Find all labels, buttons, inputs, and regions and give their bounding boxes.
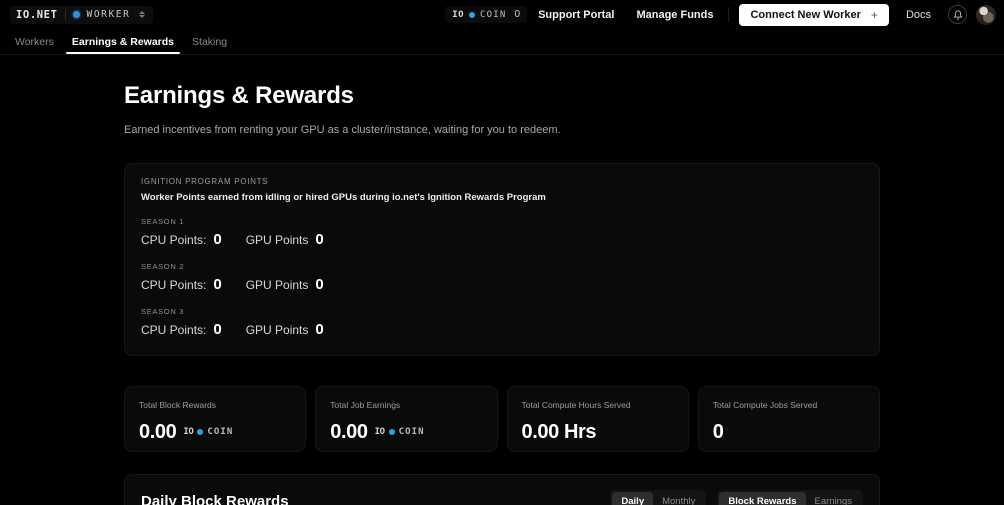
gpu-points-label: GPU Points <box>245 277 309 292</box>
top-bar-right: IO COIN 0 Support Portal Manage Funds Co… <box>445 0 996 29</box>
ignition-program-points-card: IGNITION PROGRAM POINTS Worker Points ea… <box>124 162 880 356</box>
season-block: SEASON 1 CPU Points: 0 GPU Points 0 <box>141 217 863 248</box>
main-tabs: Workers Earnings & Rewards Staking <box>0 29 1004 55</box>
season-label: SEASON 1 <box>141 216 185 226</box>
io-net-logo: IO.NET <box>16 8 58 21</box>
io-coin-balance-chip[interactable]: IO COIN 0 <box>445 6 528 23</box>
tab-workers[interactable]: Workers <box>6 35 63 55</box>
ignition-kicker: IGNITION PROGRAM POINTS <box>141 176 269 186</box>
io-coin-mark-icon: IO COIN <box>375 427 425 437</box>
summary-stats-row: Total Block Rewards 0.00 IO COIN Total J… <box>124 385 880 452</box>
stat-label: Total Compute Jobs Served <box>712 399 818 410</box>
gpu-points-value: 0 <box>315 275 324 293</box>
tab-staking[interactable]: Staking <box>183 35 236 55</box>
product-label: WORKER <box>86 9 131 20</box>
cpu-points-label: CPU Points: <box>141 277 207 292</box>
cpu-points-value: 0 <box>213 320 222 338</box>
tab-workers-label: Workers <box>15 35 54 48</box>
io-coin-mark-icon: IO COIN <box>183 427 233 437</box>
gpu-points-value: 0 <box>315 230 324 248</box>
io-coin-logo: IO <box>452 9 465 20</box>
period-toggle-group: Daily Monthly <box>610 489 707 505</box>
stat-value: 0.00 Hrs <box>521 420 597 443</box>
product-dot-icon <box>72 11 80 18</box>
io-coin-mark-dot <box>388 429 395 436</box>
connect-new-worker-button[interactable]: Connect New Worker + <box>739 3 889 26</box>
panel-title: Daily Block Rewards <box>141 492 289 505</box>
io-coin-mark-word: COIN <box>207 427 234 438</box>
io-coin-mark-io: IO <box>374 427 385 438</box>
daily-block-rewards-panel: Daily Block Rewards Daily Monthly Block … <box>124 473 880 505</box>
top-bar: IO.NET WORKER IO COIN 0 Support Portal M… <box>0 0 1004 29</box>
coin-dot-icon <box>469 11 476 18</box>
page-title: Earnings & Rewards <box>124 82 354 109</box>
panel-header: Daily Block Rewards Daily Monthly Block … <box>125 475 879 505</box>
brand-divider <box>64 9 66 20</box>
stat-card-total-compute-jobs-served: Total Compute Jobs Served 0 <box>697 385 880 452</box>
tab-earnings-and-rewards[interactable]: Earnings & Rewards <box>63 35 183 55</box>
brand-workspace-switcher[interactable]: IO.NET WORKER <box>10 5 154 24</box>
metric-toggle-block-rewards[interactable]: Block Rewards <box>719 491 806 505</box>
period-toggle-monthly[interactable]: Monthly <box>653 492 704 505</box>
docs-link[interactable]: Docs <box>905 8 931 21</box>
gpu-points-label: GPU Points <box>245 232 309 247</box>
stat-card-total-block-rewards: Total Block Rewards 0.00 IO COIN <box>124 385 307 452</box>
metric-toggle-earnings[interactable]: Earnings <box>806 492 862 505</box>
metric-toggle-group: Block Rewards Earnings <box>717 489 863 505</box>
season-label: SEASON 2 <box>141 261 185 271</box>
season-label: SEASON 3 <box>141 306 185 316</box>
cpu-points-label: CPU Points: <box>141 322 207 337</box>
stat-value: 0 <box>712 420 724 443</box>
support-portal-link[interactable]: Support Portal <box>538 8 615 21</box>
ignition-description: Worker Points earned from idling or hire… <box>141 191 546 203</box>
chart-toggles: Daily Monthly Block Rewards Earnings <box>610 489 863 505</box>
io-coin-mark-word: COIN <box>398 427 425 438</box>
manage-funds-link[interactable]: Manage Funds <box>636 8 714 21</box>
gpu-points-value: 0 <box>315 320 324 338</box>
coin-word-label: COIN <box>480 9 507 20</box>
stat-value: 0.00 <box>330 420 368 443</box>
connect-new-worker-label: Connect New Worker <box>750 8 861 21</box>
cpu-points-label: CPU Points: <box>141 232 207 247</box>
tab-earnings-and-rewards-label: Earnings & Rewards <box>71 35 175 48</box>
page-content: Earnings & Rewards Earned incentives fro… <box>0 55 1004 505</box>
stat-label: Total Compute Hours Served <box>521 399 631 410</box>
cpu-points-value: 0 <box>213 230 222 248</box>
stat-value: 0.00 <box>139 420 177 443</box>
gpu-points-label: GPU Points <box>245 322 309 337</box>
season-block: SEASON 2 CPU Points: 0 GPU Points 0 <box>141 262 863 293</box>
season-block: SEASON 3 CPU Points: 0 GPU Points 0 <box>141 307 863 338</box>
stat-label: Total Block Rewards <box>139 399 217 410</box>
chevron-updown-icon[interactable] <box>139 11 146 18</box>
bell-icon[interactable] <box>948 5 967 24</box>
stat-card-total-compute-hours-served: Total Compute Hours Served 0.00 Hrs <box>506 385 689 452</box>
cpu-points-value: 0 <box>213 275 222 293</box>
coin-balance-value: 0 <box>514 9 521 20</box>
page-subtitle: Earned incentives from renting your GPU … <box>124 124 561 137</box>
stat-card-total-job-earnings: Total Job Earnings 0.00 IO COIN <box>315 385 498 452</box>
nav-divider <box>728 7 730 22</box>
period-toggle-daily[interactable]: Daily <box>612 491 654 505</box>
io-coin-mark-io: IO <box>183 427 194 438</box>
tab-staking-label: Staking <box>192 35 228 48</box>
io-coin-mark-dot <box>197 429 204 436</box>
stat-label: Total Job Earnings <box>330 399 401 410</box>
avatar[interactable] <box>976 4 996 25</box>
plus-icon: + <box>870 7 878 22</box>
